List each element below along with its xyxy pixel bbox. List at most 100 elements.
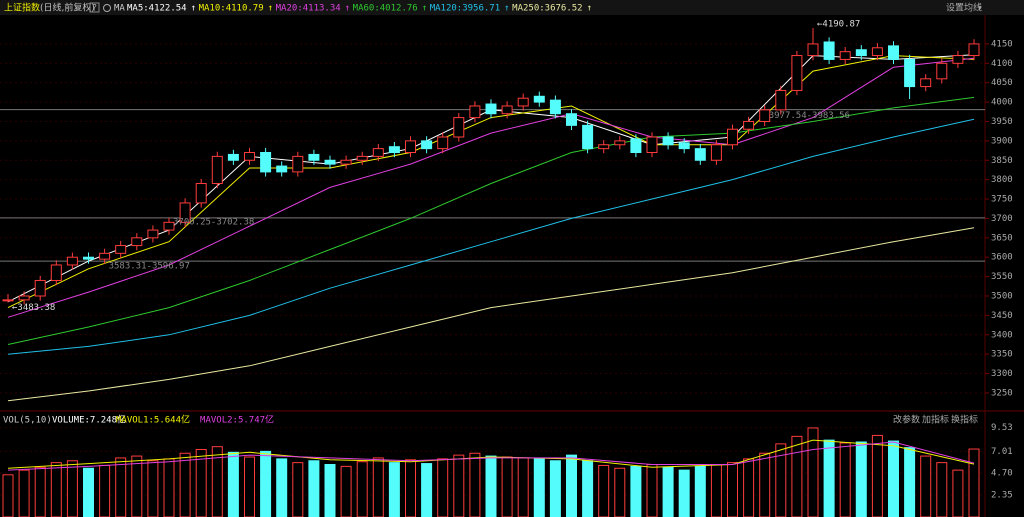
volume-bar xyxy=(952,469,964,517)
candle-body xyxy=(179,202,191,223)
volume-bar xyxy=(823,439,835,517)
ma-arrow: ↑ xyxy=(268,4,273,14)
volume-bar xyxy=(694,465,706,517)
y-tick-label: 3850 xyxy=(991,156,1013,166)
ma-legend: MA250:3676.52 xyxy=(512,4,582,14)
volume-bar xyxy=(678,469,690,517)
candle-body xyxy=(324,159,336,165)
volume-ma-line xyxy=(7,439,975,469)
volume-button[interactable]: 加指标 xyxy=(922,414,949,426)
volume-bar xyxy=(630,465,642,517)
ma-label: MA xyxy=(114,4,125,14)
volume-bar xyxy=(115,457,127,517)
volume-bar xyxy=(759,452,771,517)
volume-bar xyxy=(372,457,384,517)
annotation: ←3483.38 xyxy=(12,303,55,313)
volume-bar xyxy=(276,458,288,517)
volume-bar xyxy=(405,459,416,517)
help-icon-text[interactable]: ? xyxy=(92,4,97,14)
candle-body xyxy=(549,99,561,115)
candle-body xyxy=(888,45,899,60)
volume-bar xyxy=(920,455,932,517)
candle-body xyxy=(727,128,738,146)
candle-body xyxy=(34,279,46,297)
candle-body xyxy=(533,95,545,103)
volume-title: VOL(5,10) xyxy=(3,416,52,426)
candle-body xyxy=(453,117,465,138)
help-icon[interactable] xyxy=(89,2,100,13)
volume-bar xyxy=(743,458,755,517)
candle-body xyxy=(566,113,577,126)
candle-body xyxy=(131,237,143,247)
volume-bar xyxy=(485,455,497,517)
volume-button[interactable]: 换指标 xyxy=(951,414,978,426)
y-tick-label: 3600 xyxy=(991,253,1013,263)
candle-body xyxy=(163,221,175,231)
ma-legend: MA5:4122.54 xyxy=(127,4,187,14)
volume-bar xyxy=(388,462,400,517)
settings-arrow[interactable]: ▾ xyxy=(977,4,982,14)
candle-body xyxy=(260,152,272,173)
annotation: 3583.31-3596.97 xyxy=(109,262,190,272)
y-tick-label: 3650 xyxy=(991,233,1013,243)
volume-bar xyxy=(453,454,465,517)
candle-body xyxy=(952,55,964,64)
candle-body xyxy=(807,43,819,57)
candle-body xyxy=(759,109,771,122)
candle-body xyxy=(115,245,127,254)
volume-tick-label: 9.53 xyxy=(991,423,1013,433)
volume-bar xyxy=(727,462,738,517)
volume-bar xyxy=(646,464,658,517)
candle-body xyxy=(678,142,690,150)
y-tick-label: 3350 xyxy=(991,350,1013,360)
candle-body xyxy=(244,152,255,161)
annotation: 3977.54-3983.56 xyxy=(769,111,850,121)
volume-bar xyxy=(791,435,803,517)
candle-body xyxy=(18,295,30,301)
candle-body xyxy=(646,136,658,154)
volume-bar xyxy=(356,461,368,517)
annotation: ←4190.87 xyxy=(817,20,860,30)
ma-arrow: ↑ xyxy=(345,4,350,14)
candle-body xyxy=(195,183,207,204)
volume-bar xyxy=(131,455,143,517)
volume-bar xyxy=(421,463,433,517)
candle-body xyxy=(936,62,948,80)
volume-bar xyxy=(340,465,352,517)
ma-line xyxy=(7,118,975,355)
candle-body xyxy=(308,153,320,161)
y-tick-label: 4100 xyxy=(991,59,1013,69)
volume-bar xyxy=(2,474,14,517)
ma-line xyxy=(7,227,975,402)
volume-bar xyxy=(501,456,513,517)
volume-bar xyxy=(147,460,159,517)
volume-bar xyxy=(936,462,948,517)
volume-bar xyxy=(260,450,272,517)
ma-arrow: ↑ xyxy=(422,4,427,14)
candle-body xyxy=(469,105,481,119)
candle-body xyxy=(791,55,803,91)
volume-bar xyxy=(614,467,626,517)
candle-body xyxy=(775,89,787,111)
volume-bar xyxy=(308,460,320,517)
volume-bar xyxy=(710,464,722,517)
y-tick-label: 3450 xyxy=(991,311,1013,321)
candle-body xyxy=(437,136,449,150)
candle-body xyxy=(630,138,642,154)
y-tick-label: 3550 xyxy=(991,272,1013,282)
candle-body xyxy=(517,97,529,107)
volume-bar xyxy=(549,460,561,517)
volume-button[interactable]: 改参数 xyxy=(893,414,920,426)
period-label: (日线,前复权) xyxy=(40,2,95,14)
y-tick-label: 3250 xyxy=(991,388,1013,398)
volume-bar xyxy=(66,460,78,517)
gear-icon[interactable] xyxy=(103,4,111,12)
candle-body xyxy=(823,41,835,60)
settings-button[interactable]: 设置均线 xyxy=(946,2,982,14)
ma-arrow: ↑ xyxy=(504,4,509,14)
header-bar xyxy=(0,0,1024,15)
volume-bar xyxy=(34,466,46,517)
volume-bar xyxy=(437,458,449,517)
candle-body xyxy=(50,264,62,281)
candle-body xyxy=(855,49,867,57)
